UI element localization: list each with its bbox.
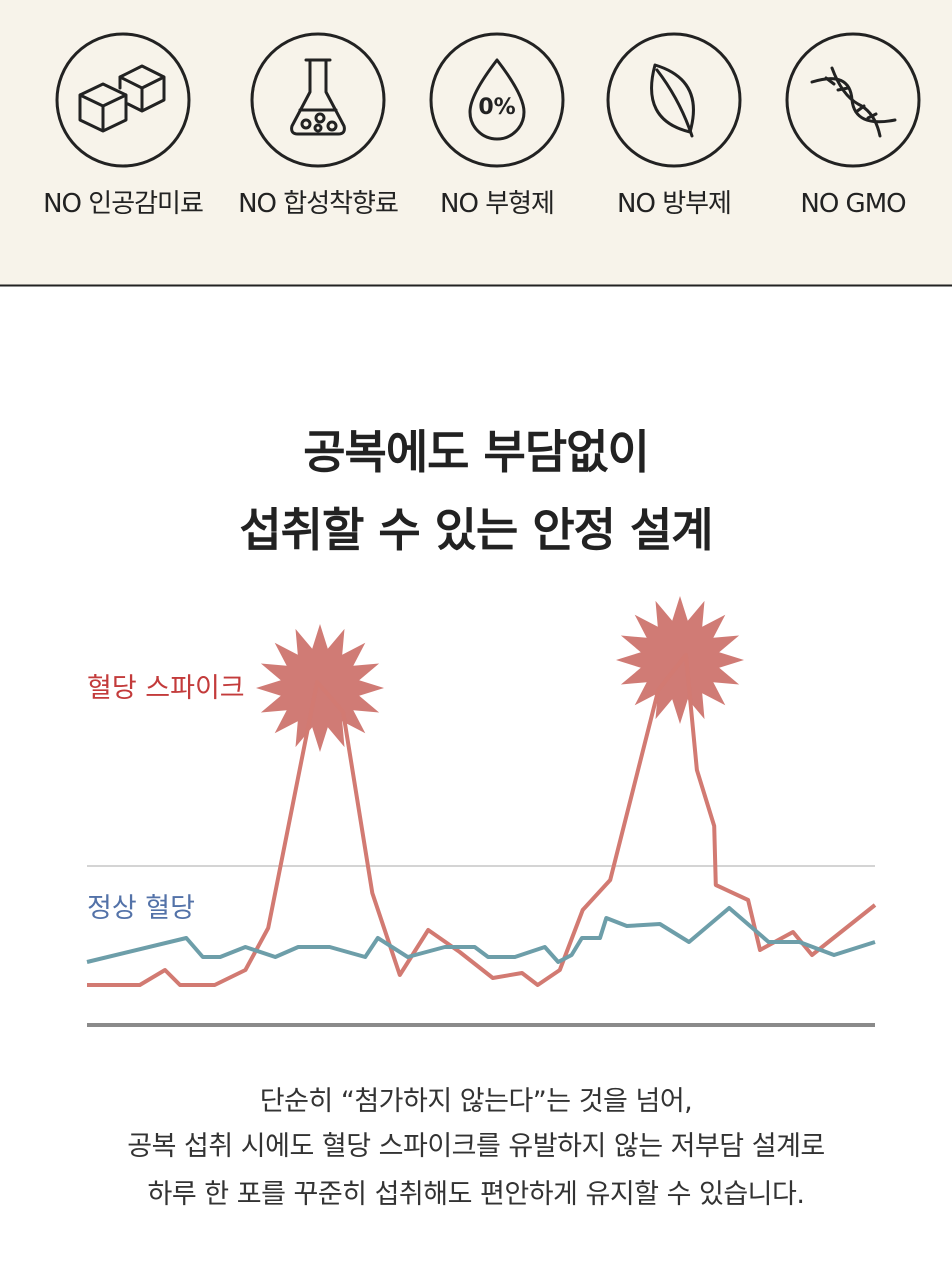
body-line: 공복 섭취 시에도 혈당 스파이크를 유발하지 않는 저부담 설계로: [127, 1131, 825, 1162]
icon-circle: [55, 32, 191, 168]
series-label: 정상 혈당: [87, 893, 195, 924]
heading-line: 섭취할 수 있는 안정 설계: [239, 503, 712, 557]
badge-labels: NO 인공감미료 NO 합성착향료 NO 부형제 NO 방부제 NO GMO: [43, 189, 907, 219]
icon-circle: [250, 32, 386, 168]
badge-label: NO 부형제: [440, 189, 554, 219]
badge-label: NO 방부제: [617, 189, 731, 219]
series-line: [87, 653, 877, 987]
body-line: 단순히 “첨가하지 않는다”는 것을 넘어,: [260, 1086, 693, 1117]
icon-circle: [606, 32, 742, 168]
series-label: 혈당 스파이크: [87, 673, 245, 704]
icon-circle: [785, 32, 921, 168]
badge-label: NO GMO: [800, 189, 905, 219]
sugar-cube-icon: [78, 64, 166, 133]
drop-icon: [468, 58, 526, 141]
badge-band: [0, 0, 952, 285]
badge-label: NO 합성착향료: [238, 189, 398, 219]
heading-line: 공복에도 부담없이: [303, 425, 649, 479]
icon-circle: [429, 32, 565, 168]
badge-label: NO 인공감미료: [43, 189, 203, 219]
flask-icon: [290, 58, 346, 136]
leaf-icon: [650, 63, 695, 138]
series-line: [86, 906, 876, 964]
body-line: 하루 한 포를 꾸준히 섭취해도 편안하게 유지할 수 있습니다.: [148, 1179, 805, 1210]
dna-icon: [810, 66, 897, 138]
badge-icons: 0%: [55, 32, 921, 168]
drop-icon-text: 0%: [478, 95, 515, 120]
